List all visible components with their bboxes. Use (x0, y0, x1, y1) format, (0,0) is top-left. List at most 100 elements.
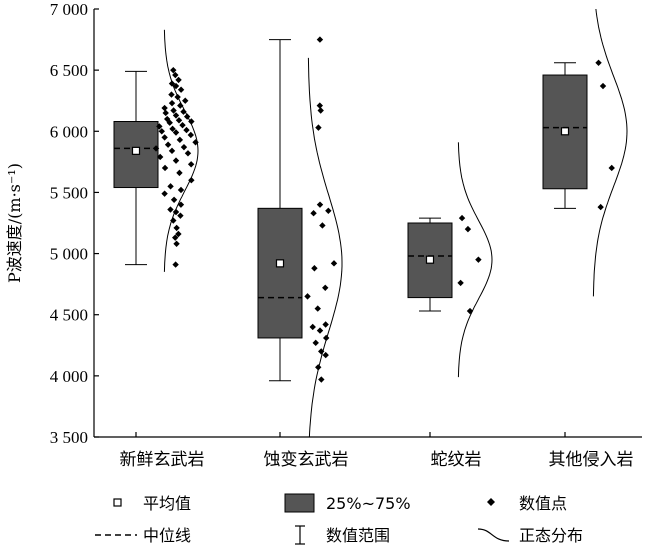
legend-mean-marker (113, 498, 122, 507)
data-point (316, 102, 324, 109)
data-point (309, 323, 316, 331)
data-point (319, 222, 326, 229)
box-group (257, 36, 343, 438)
data-point (156, 153, 164, 161)
data-point (183, 113, 191, 120)
data-point (172, 157, 180, 164)
legend-normal-curve (477, 528, 510, 542)
data-point (167, 183, 174, 190)
mean-marker (560, 127, 570, 136)
y-tick-label: 4 500 (50, 306, 88, 325)
data-point (188, 118, 195, 125)
legend-median-label: 中位线 (143, 526, 191, 545)
data-point (318, 376, 325, 383)
data-point (180, 143, 188, 151)
data-point (316, 36, 324, 43)
x-tick-label: 蛇纹岩 (431, 450, 482, 470)
data-point (177, 212, 184, 219)
data-point (177, 201, 185, 208)
data-point (170, 217, 177, 224)
data-point (161, 104, 168, 112)
data-point (175, 117, 183, 124)
mean-marker (425, 255, 435, 264)
data-point (325, 207, 332, 214)
data-point (187, 161, 195, 168)
legend-points-marker (487, 498, 495, 506)
data-point (156, 123, 163, 130)
data-point (179, 121, 186, 129)
data-point (175, 230, 182, 238)
legend-range-label: 数值范围 (326, 526, 390, 545)
data-point (458, 214, 466, 222)
data-point (158, 128, 165, 135)
data-point (177, 86, 185, 93)
data-point (182, 97, 189, 104)
data-point (466, 307, 474, 315)
data-point (168, 91, 175, 98)
data-point (315, 364, 322, 371)
box-group (542, 8, 628, 297)
data-point (310, 210, 317, 217)
plot-area (113, 8, 628, 438)
data-point (177, 102, 184, 109)
data-point (168, 99, 176, 107)
x-tick-label: 蚀变玄武岩 (264, 450, 349, 470)
data-point (152, 145, 160, 152)
box-iqr (407, 222, 453, 299)
data-point (176, 169, 183, 177)
data-point (322, 351, 329, 359)
data-point (172, 129, 180, 136)
box-group (407, 142, 493, 378)
y-axis-title: P波速度/(m·s⁻¹) (5, 163, 24, 283)
data-point (169, 125, 176, 133)
data-point (316, 201, 324, 208)
data-point (175, 76, 182, 84)
data-point (597, 203, 604, 211)
data-point (174, 93, 181, 101)
data-point (176, 136, 184, 144)
data-point (172, 71, 179, 79)
data-point (316, 327, 324, 334)
data-point (475, 256, 482, 263)
data-point (170, 66, 177, 74)
data-point (161, 164, 169, 172)
data-point (170, 107, 177, 114)
data-point (172, 208, 180, 216)
legend-box-swatch (284, 493, 315, 513)
data-point (322, 321, 329, 328)
y-tick-label: 6 500 (50, 61, 88, 80)
data-point (330, 260, 338, 267)
data-point (173, 224, 180, 232)
y-tick-label: 3 500 (50, 428, 88, 447)
normal-curve (592, 8, 628, 297)
y-tick-label: 4 000 (50, 367, 88, 386)
data-point (170, 196, 178, 203)
data-point (311, 265, 318, 272)
data-point (187, 131, 195, 139)
data-point (608, 164, 615, 172)
legend-points-label: 数值点 (519, 494, 567, 513)
data-point (464, 225, 472, 233)
data-point (304, 293, 311, 300)
y-tick-label: 5 000 (50, 245, 88, 264)
data-point (457, 279, 464, 287)
y-tick-label: 7 000 (50, 0, 88, 19)
data-point (166, 119, 173, 126)
normal-curve (307, 57, 343, 438)
legend-range-marker (295, 525, 305, 545)
data-point (183, 126, 190, 134)
data-point (314, 305, 321, 312)
data-point (599, 82, 607, 90)
data-point (180, 108, 187, 115)
data-point (161, 190, 168, 197)
data-point (315, 124, 322, 131)
y-tick-label: 6 000 (50, 122, 88, 141)
data-point (192, 139, 199, 146)
data-point (162, 109, 169, 117)
box-group (113, 29, 199, 272)
axes: 3 500 4 000 4 500 5 000 5 500 6 000 6 500 7 000… (5, 0, 642, 470)
legend-mean-label: 平均值 (143, 494, 191, 513)
data-point (188, 177, 195, 184)
x-tick-label: 新鲜玄武岩 (120, 450, 205, 470)
